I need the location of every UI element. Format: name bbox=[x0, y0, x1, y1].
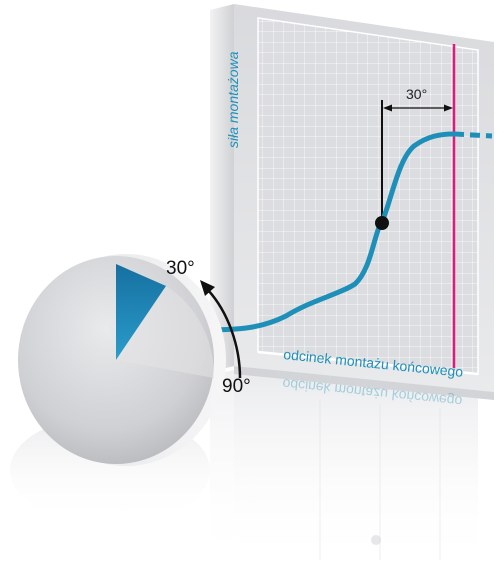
rotation-disk bbox=[18, 254, 226, 466]
dimension-arrow-right bbox=[444, 104, 453, 112]
disk-light-quadrant bbox=[116, 286, 215, 378]
y-axis-label: siła montażowa bbox=[225, 51, 241, 148]
disk-sector bbox=[116, 264, 166, 360]
dimension-arrow-left bbox=[383, 104, 392, 112]
offset-angle-label: 30° bbox=[406, 86, 427, 102]
board-bottom-edge bbox=[234, 366, 494, 400]
disk-angle-end-label: 90° bbox=[222, 376, 251, 397]
assembly-force-curve bbox=[201, 131, 457, 333]
disk-angle-start-label: 30° bbox=[166, 258, 195, 279]
x-axis-line bbox=[257, 350, 479, 376]
chart-grid bbox=[258, 18, 478, 374]
board-reflection bbox=[210, 366, 478, 570]
board-side bbox=[210, 4, 234, 372]
assembly-force-curve-dashed bbox=[453, 131, 493, 139]
inflection-marker bbox=[375, 216, 389, 230]
rotation-arrow-head bbox=[200, 280, 215, 296]
rotation-arrow bbox=[207, 289, 242, 379]
